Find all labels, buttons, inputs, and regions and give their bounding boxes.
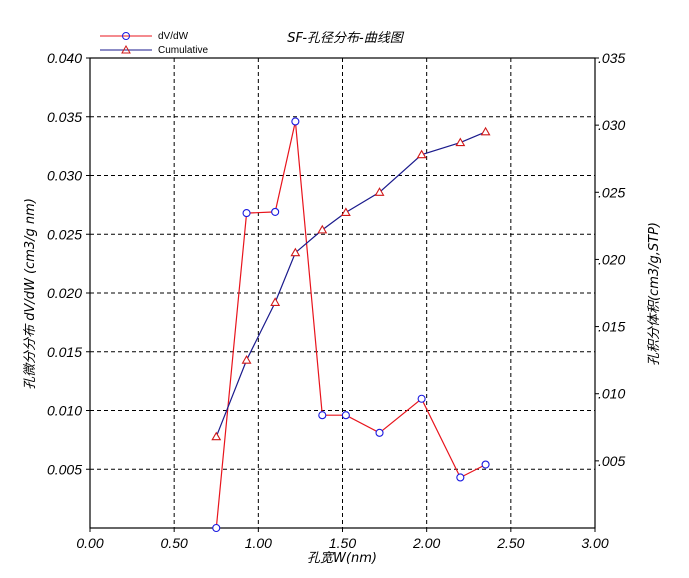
data-point-cumulative (374, 187, 385, 196)
y-left-tick-label: 0.010 (47, 403, 82, 419)
legend-label-cumulative: Cumulative (158, 45, 208, 56)
data-point-dvdw (456, 473, 465, 482)
data-point-cumulative (270, 297, 281, 306)
data-point-dvdw (318, 411, 327, 420)
y-right-tick-label: .005 (598, 453, 625, 469)
data-point-dvdw (271, 207, 280, 216)
data-point-cumulative (211, 431, 222, 441)
y-right-tick-label: .030 (598, 117, 625, 133)
x-tick-label: 1.50 (329, 535, 356, 551)
legend: dV/dW Cumulative (100, 31, 208, 56)
x-tick-label: 2.50 (496, 535, 524, 551)
y-right-tick-label: .035 (598, 50, 625, 66)
chart-title: SF-孔径分布-曲线图 (287, 31, 404, 46)
x-tick-label: 3.00 (581, 535, 608, 551)
data-point-cumulative (290, 247, 301, 257)
data-point-dvdw (375, 428, 384, 437)
plot-frame (89, 57, 596, 529)
y-left-tick-label: 0.015 (47, 344, 82, 360)
data-point-dvdw (242, 209, 251, 218)
legend-marker-dvdw (122, 32, 130, 40)
legend-marker-cumulative (121, 44, 131, 54)
grid (90, 58, 595, 528)
data-point-cumulative (480, 126, 491, 136)
data-point-dvdw (212, 523, 221, 533)
y-left-tick-label: 0.020 (47, 285, 82, 301)
y-left-tick-label: 0.025 (47, 226, 82, 242)
data-point-cumulative (455, 137, 466, 147)
y-axis-right-title: 孔积分体积(cm3/g,STP) (647, 222, 662, 366)
data-point-cumulative (317, 224, 328, 234)
tick-labels: 0.00 0.50 1.00 1.50 2.00 2.50 3.00 0.005 0.010 0.… (47, 50, 626, 551)
x-axis-title: 孔宽W(nm) (307, 550, 377, 566)
data-point-dvdw (417, 394, 426, 403)
data-point-dvdw (341, 411, 350, 420)
axes (86, 57, 599, 532)
data-point-cumulative (241, 355, 252, 364)
series (211, 117, 491, 533)
y-left-tick-label: 0.030 (47, 168, 82, 184)
y-right-tick-label: .015 (598, 319, 625, 335)
y-right-tick-label: .025 (598, 184, 625, 200)
y-right-tick-label: .010 (598, 386, 625, 402)
series-line-dvdw (215, 121, 486, 529)
y-left-tick-label: 0.035 (47, 109, 82, 125)
data-point-dvdw (291, 117, 300, 126)
data-point-cumulative (416, 149, 427, 159)
data-point-cumulative (340, 207, 351, 216)
y-left-tick-label: 0.005 (47, 461, 82, 477)
x-tick-label: 1.00 (245, 535, 272, 551)
data-point-dvdw (481, 460, 490, 469)
x-tick-label: 2.00 (412, 535, 440, 551)
y-left-tick-label: 0.040 (47, 50, 82, 66)
legend-label-dvdw: dV/dW (158, 31, 189, 42)
y-right-tick-label: .020 (598, 251, 625, 267)
y-axis-left-title: 孔微分分布 dV/dW (cm3/g nm) (23, 198, 38, 390)
series-line-cumulative (215, 131, 486, 437)
x-tick-label: 0.00 (76, 535, 103, 551)
x-tick-label: 0.50 (161, 535, 188, 551)
